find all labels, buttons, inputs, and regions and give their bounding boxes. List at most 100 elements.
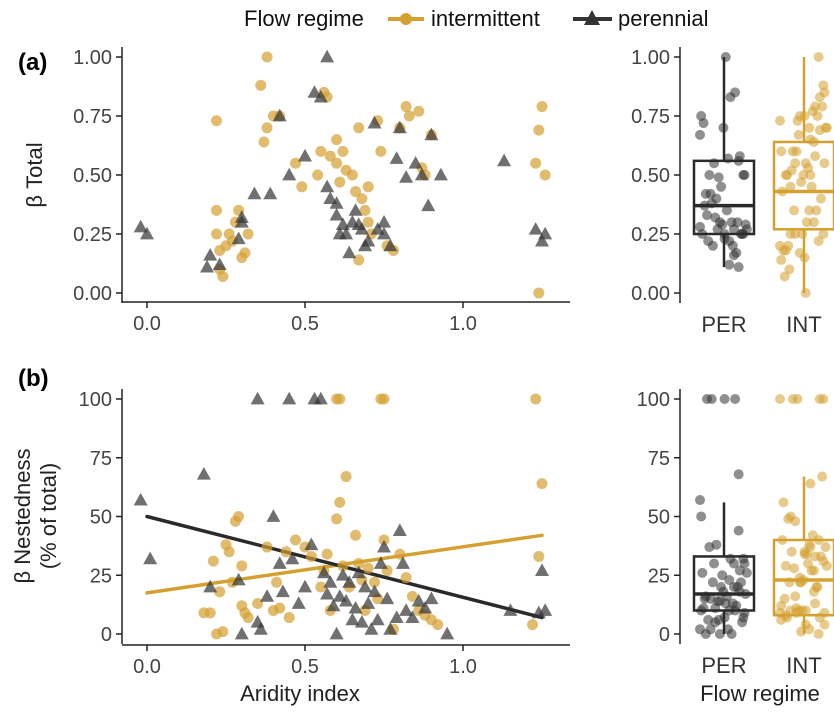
box-point-intermittent (810, 598, 821, 609)
box-point-perennial (728, 224, 739, 235)
box-int (772, 140, 834, 231)
point-perennial (196, 467, 211, 480)
legend: Flow regime intermittent perennial (244, 6, 709, 31)
point-perennial (497, 153, 512, 167)
x-tick-label: 0.5 (291, 313, 319, 335)
box-point-intermittent (804, 122, 815, 133)
point-intermittent (239, 247, 251, 259)
box-point-intermittent (817, 471, 828, 482)
box-point-intermittent (803, 558, 814, 569)
point-intermittent (315, 581, 327, 593)
box-point-intermittent (814, 125, 825, 136)
point-perennial (345, 612, 360, 626)
box-point-intermittent (810, 551, 821, 562)
x-tick-label: 1.0 (449, 656, 477, 678)
y-tick-label: 0.75 (73, 106, 112, 128)
point-perennial (424, 127, 439, 141)
point-perennial (298, 579, 312, 593)
point-intermittent (324, 150, 336, 162)
y-tick-label: 0.50 (631, 165, 670, 187)
ylabel-beta-total: β Total (22, 142, 47, 207)
point-intermittent (233, 511, 245, 522)
point-perennial (399, 603, 414, 616)
box-point-perennial (714, 596, 725, 607)
point-perennial (143, 551, 158, 565)
point-intermittent (290, 534, 302, 546)
point-intermittent (413, 105, 425, 117)
legend-key-intermittent-marker (400, 13, 412, 25)
point-perennial (383, 238, 398, 252)
box-point-intermittent (787, 394, 798, 404)
y-tick-label: 0.75 (631, 106, 670, 128)
point-intermittent (274, 602, 286, 614)
box-point-perennial (733, 262, 744, 273)
point-perennial (247, 186, 262, 200)
point-perennial (320, 49, 335, 63)
point-intermittent (236, 560, 248, 572)
point-perennial (329, 626, 344, 640)
point-perennial (200, 259, 215, 273)
point-intermittent (406, 590, 418, 602)
box-point-perennial (724, 236, 735, 247)
box-point-intermittent (808, 217, 819, 228)
box-point-intermittent (814, 92, 825, 103)
point-intermittent (255, 79, 267, 91)
box-point-perennial (728, 558, 739, 569)
point-intermittent (356, 193, 368, 205)
point-perennial (405, 610, 420, 623)
point-intermittent (394, 548, 406, 560)
point-perennial (291, 596, 306, 609)
box-point-perennial (702, 210, 713, 221)
point-perennial (411, 593, 426, 607)
box-point-perennial (725, 92, 736, 103)
point-perennial (272, 108, 287, 122)
legend-label-intermittent: intermittent (431, 6, 540, 31)
box-point-perennial (734, 565, 745, 576)
point-perennial (389, 151, 404, 164)
point-perennial (440, 626, 455, 640)
point-intermittent (400, 572, 412, 584)
x-tick-label: 1.0 (449, 313, 477, 335)
point-perennial (408, 156, 423, 169)
box-point-intermittent (808, 565, 819, 576)
box-point-perennial (716, 181, 727, 192)
box-point-perennial (700, 629, 711, 639)
box-point-intermittent (776, 614, 787, 625)
point-perennial (323, 191, 338, 204)
y-tick-label: 25 (90, 565, 112, 587)
point-perennial (140, 226, 154, 240)
point-perennial (212, 257, 227, 271)
box-point-perennial (724, 259, 735, 270)
point-intermittent (242, 612, 254, 624)
point-intermittent (331, 513, 343, 525)
y-tick-label: 100 (637, 389, 670, 411)
point-perennial (392, 120, 407, 134)
point-perennial (389, 610, 404, 623)
panel-a-boxplot: 0.00 0.25 0.50 0.75 1.00 PER INT (631, 47, 834, 337)
point-perennial (538, 603, 553, 616)
point-intermittent (258, 136, 270, 148)
box-point-intermittent (790, 591, 801, 602)
box-point-intermittent (810, 101, 821, 112)
marks-b-boxplot (692, 394, 834, 639)
category-label-per: PER (701, 312, 746, 337)
point-intermittent (362, 562, 374, 574)
point-perennial (380, 591, 395, 605)
point-perennial (535, 233, 549, 247)
box-point-intermittent (811, 205, 822, 216)
point-intermittent (536, 478, 548, 490)
point-perennial (316, 565, 331, 579)
point-perennial (370, 222, 385, 235)
point-perennial (231, 231, 246, 245)
point-perennial (351, 565, 366, 579)
axes-a-scatter: 0.00 0.25 0.50 0.75 1.00 0.0 0.5 1.0 (73, 47, 570, 335)
ylabel-line-2: (% of total) (36, 463, 61, 569)
marks-a-boxplot (692, 52, 834, 298)
point-perennial (377, 226, 391, 240)
point-intermittent (539, 169, 551, 181)
point-perennial (133, 219, 148, 233)
box-point-intermittent (806, 181, 817, 192)
box-point-perennial (709, 558, 720, 569)
panel-a-scatter: (a) β Total 0.00 0.25 0.50 0.75 1.00 0.0 0.5 1.… (18, 47, 570, 335)
point-perennial (234, 210, 249, 223)
